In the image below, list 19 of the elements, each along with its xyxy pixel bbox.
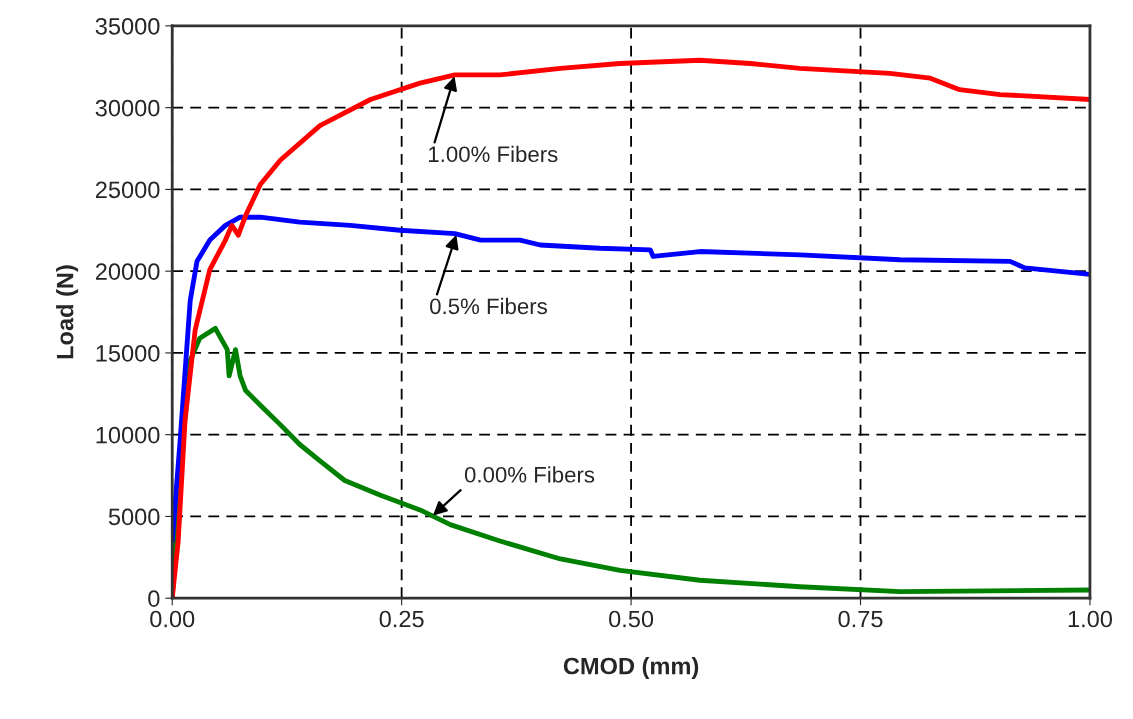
annotation: 0.00% Fibers <box>464 466 595 483</box>
x-tick-label: 0.25 <box>379 610 424 628</box>
x-tick-label: 0.50 <box>609 610 654 628</box>
y-tick-label: 20000 <box>95 263 160 280</box>
y-tick-label: 25000 <box>95 181 160 199</box>
x-tick-label: 0.00 <box>150 610 195 628</box>
y-tick-label: 10000 <box>96 426 160 444</box>
line-series <box>172 214 1090 544</box>
y-axis-title: Load (N) <box>56 265 79 359</box>
x-tick-label: 1.00 <box>1068 610 1112 628</box>
annotation: 0.5% Fibers <box>430 297 547 315</box>
y-tick-label: 15000 <box>96 344 160 362</box>
y-tick-label: 30000 <box>95 99 160 117</box>
y-tick-label: 35000 <box>95 17 160 35</box>
annotation: 1.00% Fibers <box>429 145 558 163</box>
x-axis-title: CMOD (mm) <box>563 657 699 680</box>
y-tick-label: 0 <box>148 590 160 607</box>
x-tick-label: 0.75 <box>838 610 883 628</box>
y-tick-label: 5000 <box>108 508 160 526</box>
